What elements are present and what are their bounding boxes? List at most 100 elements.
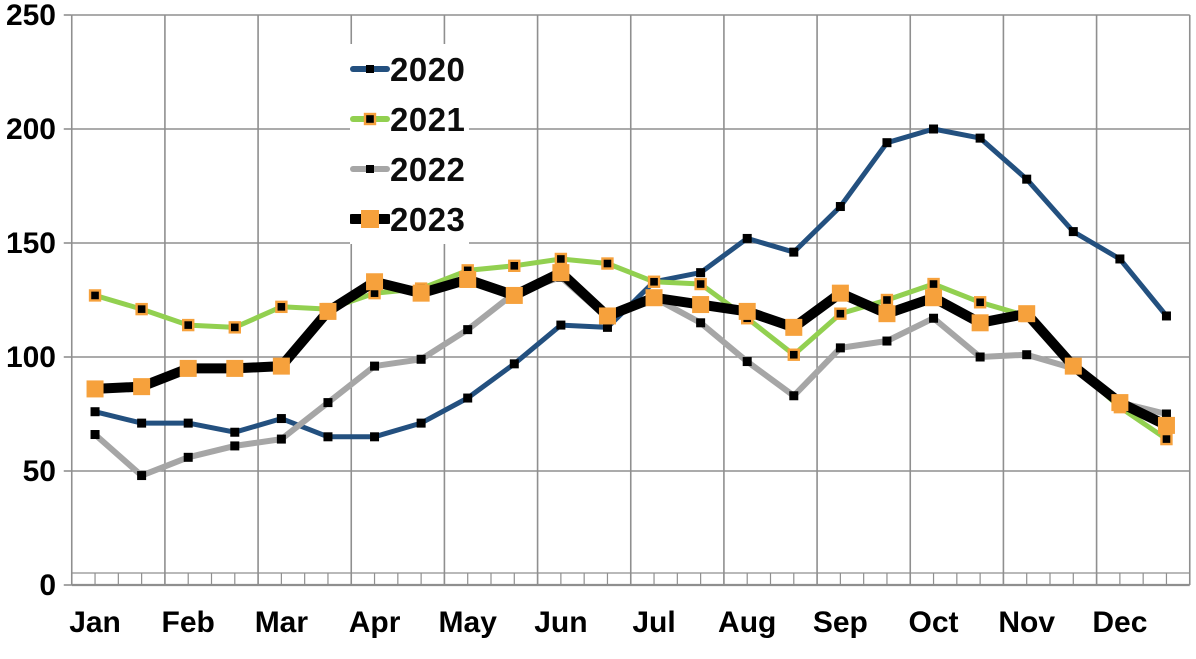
- x-axis-label-jan: Jan: [69, 606, 121, 639]
- marker-2023: [831, 284, 849, 302]
- marker-2021: [1160, 432, 1173, 446]
- x-axis-label-jun: Jun: [534, 606, 587, 639]
- marker-2022: [230, 441, 240, 451]
- marker-2021: [554, 252, 568, 266]
- x-axis-label-apr: Apr: [349, 606, 401, 639]
- series-line-2021: [92, 256, 1169, 442]
- x-axis-label-jul: Jul: [632, 606, 675, 639]
- marker-2020: [975, 133, 985, 143]
- marker-2023: [226, 359, 244, 377]
- legend-line-sample-2021: [350, 112, 390, 126]
- x-axis-label-may: May: [439, 606, 498, 639]
- marker-2023: [1111, 394, 1129, 412]
- marker-2020: [696, 268, 706, 278]
- y-axis-label-50: 50: [23, 455, 56, 488]
- x-axis-label-aug: Aug: [718, 606, 776, 639]
- marker-2023: [785, 318, 803, 336]
- marker-2021: [182, 318, 195, 332]
- legend-line-sample-2023: [350, 210, 390, 228]
- marker-2023: [133, 378, 151, 396]
- marker-2022: [835, 343, 845, 353]
- marker-2023: [925, 289, 943, 307]
- marker-2023: [319, 302, 337, 320]
- marker-2020: [463, 393, 473, 403]
- y-axis-label-200: 200: [6, 113, 56, 146]
- legend: 2020 2021 2022 2023: [350, 44, 470, 244]
- marker-2021: [88, 289, 102, 302]
- y-axis-label-250: 250: [6, 0, 56, 32]
- marker-2022: [696, 318, 706, 328]
- marker-2023: [645, 289, 663, 307]
- marker-2023: [272, 357, 290, 375]
- marker-2021: [927, 277, 940, 291]
- marker-2020: [137, 418, 147, 428]
- marker-2022: [1022, 350, 1032, 360]
- x-axis-label-dec: Dec: [1092, 606, 1147, 639]
- marker-2022: [929, 313, 939, 323]
- marker-2022: [975, 352, 985, 362]
- marker-2020: [742, 233, 752, 243]
- marker-2022: [1161, 409, 1171, 419]
- marker-2020: [509, 359, 519, 369]
- x-axis-label-nov: Nov: [998, 606, 1055, 639]
- marker-2022: [370, 361, 380, 371]
- marker-2021: [228, 321, 241, 334]
- marker-2023: [505, 286, 523, 304]
- marker-2020: [1022, 174, 1032, 184]
- marker-2023: [459, 270, 477, 288]
- marker-2022: [742, 357, 752, 367]
- marker-2022: [882, 336, 892, 346]
- marker-2022: [276, 434, 286, 444]
- marker-2020: [602, 322, 612, 332]
- marker-2023: [878, 305, 896, 323]
- legend-label-2021: 2021: [390, 100, 466, 138]
- marker-2020: [230, 427, 240, 437]
- y-axis-label-0: 0: [39, 569, 56, 602]
- marker-2021: [694, 277, 707, 291]
- marker-2020: [90, 407, 100, 417]
- marker-2021: [973, 296, 987, 309]
- legend-label-2020: 2020: [390, 50, 466, 88]
- marker-2020: [1115, 254, 1125, 264]
- marker-2022: [137, 471, 147, 481]
- marker-2020: [416, 418, 426, 428]
- legend-line-sample-2020: [350, 65, 390, 73]
- marker-2021: [601, 257, 614, 270]
- marker-2023: [179, 359, 197, 377]
- marker-2021: [787, 348, 800, 361]
- legend-item-2020: 2020: [350, 44, 470, 94]
- marker-2022: [323, 398, 333, 408]
- marker-2023: [86, 380, 104, 398]
- legend-line-sample-2022: [350, 165, 390, 173]
- x-axis-label-sep: Sep: [813, 606, 868, 639]
- legend-item-2021: 2021: [350, 94, 470, 144]
- marker-2021: [135, 302, 148, 316]
- y-axis-label-100: 100: [6, 341, 56, 374]
- marker-2020: [556, 320, 566, 330]
- x-axis-label-feb: Feb: [162, 606, 215, 639]
- marker-2020: [276, 414, 286, 424]
- legend-label-2023: 2023: [390, 200, 466, 238]
- marker-2021: [275, 300, 288, 314]
- marker-2023: [412, 284, 430, 302]
- marker-2020: [882, 138, 892, 148]
- marker-2023: [598, 307, 616, 325]
- marker-2021: [508, 259, 521, 272]
- marker-2023: [552, 264, 570, 282]
- marker-2020: [789, 247, 799, 257]
- marker-2023: [1157, 416, 1175, 434]
- marker-2021: [880, 293, 894, 307]
- legend-label-2022: 2022: [390, 150, 466, 188]
- marker-2022: [183, 452, 193, 462]
- marker-2023: [1018, 305, 1036, 323]
- marker-2020: [835, 202, 845, 212]
- y-axis-label-150: 150: [6, 227, 56, 260]
- legend-item-2022: 2022: [350, 144, 470, 194]
- marker-2023: [971, 314, 989, 332]
- legend-item-2023: 2023: [350, 194, 470, 244]
- marker-2020: [183, 418, 193, 428]
- marker-2023: [692, 296, 710, 314]
- marker-2020: [929, 124, 939, 134]
